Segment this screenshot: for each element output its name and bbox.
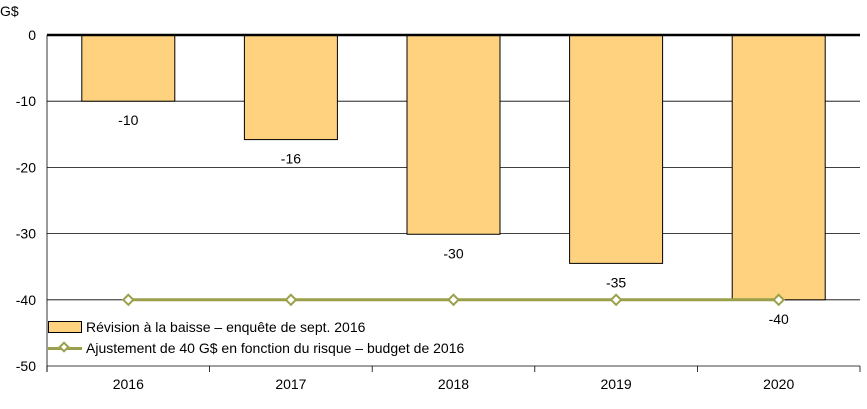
- x-tick-label: 2018: [438, 376, 469, 392]
- bar: [731, 34, 826, 301]
- bar-value-label: -10: [118, 112, 138, 128]
- legend-label-line: Ajustement de 40 G$ en fonction du risqu…: [86, 339, 465, 356]
- bar-value-label: -16: [281, 151, 301, 167]
- x-tick-label: 2019: [601, 376, 632, 392]
- y-tick-label: 0: [28, 27, 36, 43]
- diamond-marker-icon: [58, 340, 70, 353]
- bar: [406, 34, 501, 235]
- legend-label-bar: Révision à la baisse – enquête de sept. …: [86, 318, 366, 335]
- bar-value-label: -40: [769, 311, 789, 327]
- bar: [81, 34, 176, 102]
- y-tick-labels: 0 -10 -20 -30 -40 -50: [16, 27, 36, 374]
- x-tick-label: 2017: [275, 376, 306, 392]
- line-marker: [447, 293, 460, 307]
- legend-line-swatch: [48, 340, 82, 354]
- bar: [569, 34, 664, 264]
- legend: Révision à la baisse – enquête de sept. …: [48, 316, 471, 358]
- line-marker: [772, 293, 786, 307]
- y-tick-label: -50: [16, 358, 36, 374]
- bar-value-label: -30: [443, 245, 463, 261]
- bar-value-label: -35: [606, 274, 626, 290]
- y-tick-label: -20: [16, 159, 36, 175]
- y-tick-label: -30: [16, 226, 36, 242]
- line-marker: [121, 293, 135, 307]
- line-marker: [609, 293, 623, 307]
- line-series: [121, 293, 786, 307]
- bars: [81, 34, 826, 301]
- y-tick-label: -10: [16, 93, 36, 109]
- legend-item-bar: Révision à la baisse – enquête de sept. …: [48, 316, 471, 337]
- y-tick-label: -40: [16, 292, 36, 308]
- x-tick-label: 2016: [113, 376, 144, 392]
- legend-item-line: Ajustement de 40 G$ en fonction du risqu…: [48, 337, 471, 358]
- x-tick-label: 2020: [763, 376, 794, 392]
- line-marker: [284, 293, 298, 307]
- legend-bar-swatch: [48, 320, 82, 333]
- y-axis-unit: G$: [0, 3, 19, 19]
- bar: [243, 34, 338, 141]
- bar-labels: -10 -16 -30 -35 -40: [118, 112, 789, 327]
- x-tick-labels: 2016 2017 2018 2019 2020: [113, 376, 795, 392]
